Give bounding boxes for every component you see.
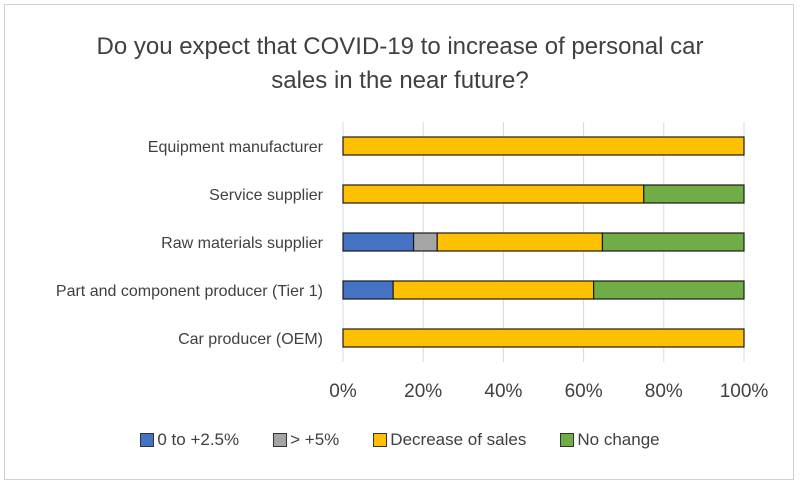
bar-3-series-0 (342, 280, 394, 300)
x-tick-label-4: 80% (645, 381, 683, 402)
chart-title-line-2: sales in the near future? (271, 67, 529, 94)
category-label-3: Part and component producer (Tier 1) (56, 283, 323, 300)
bar-1-series-3 (643, 184, 745, 204)
legend-item-no-change: No change (560, 430, 660, 450)
bar-1-series-2 (342, 184, 645, 204)
bar-2-series-1 (412, 232, 438, 252)
chart-title-line-1: Do you expect that COVID-19 to increase … (96, 33, 704, 60)
bar-3-series-2 (392, 280, 595, 300)
legend-swatch-0-to-2-5 (140, 433, 155, 447)
legend-label-over-5: > +5% (290, 430, 340, 449)
x-tick-label-1: 20% (404, 381, 442, 402)
bar-0-series-2 (342, 136, 745, 156)
legend-label-0-to-2-5: 0 to +2.5% (157, 430, 240, 449)
x-tick-label-5: 100% (720, 381, 769, 402)
x-tick-label-0: 0% (329, 381, 357, 402)
legend-label-no-change: No change (577, 430, 660, 449)
legend-label-decrease: Decrease of sales (390, 430, 527, 449)
legend: 0 to +2.5% > +5% Decrease of sales No ch… (0, 430, 800, 450)
chart-title: Do you expect that COVID-19 to increase … (60, 30, 740, 98)
x-tick-label-3: 60% (565, 381, 603, 402)
bar-2-series-0 (342, 232, 415, 252)
category-label-2: Raw materials supplier (161, 235, 324, 252)
bar-2-series-3 (601, 232, 745, 252)
category-label-1: Service supplier (209, 187, 324, 204)
legend-item-over-5: > +5% (273, 430, 339, 450)
legend-swatch-decrease (373, 433, 388, 447)
bar-4-series-2 (342, 328, 745, 348)
legend-item-decrease: Decrease of sales (373, 430, 526, 450)
bar-3-series-3 (593, 280, 745, 300)
category-label-0: Equipment manufacturer (148, 139, 324, 156)
x-tick-label-2: 40% (484, 381, 522, 402)
bar-2-series-2 (436, 232, 604, 252)
category-label-4: Car producer (OEM) (178, 331, 323, 348)
legend-swatch-no-change (560, 433, 575, 447)
legend-swatch-over-5 (273, 433, 288, 447)
legend-item-0-to-2-5: 0 to +2.5% (140, 430, 239, 450)
